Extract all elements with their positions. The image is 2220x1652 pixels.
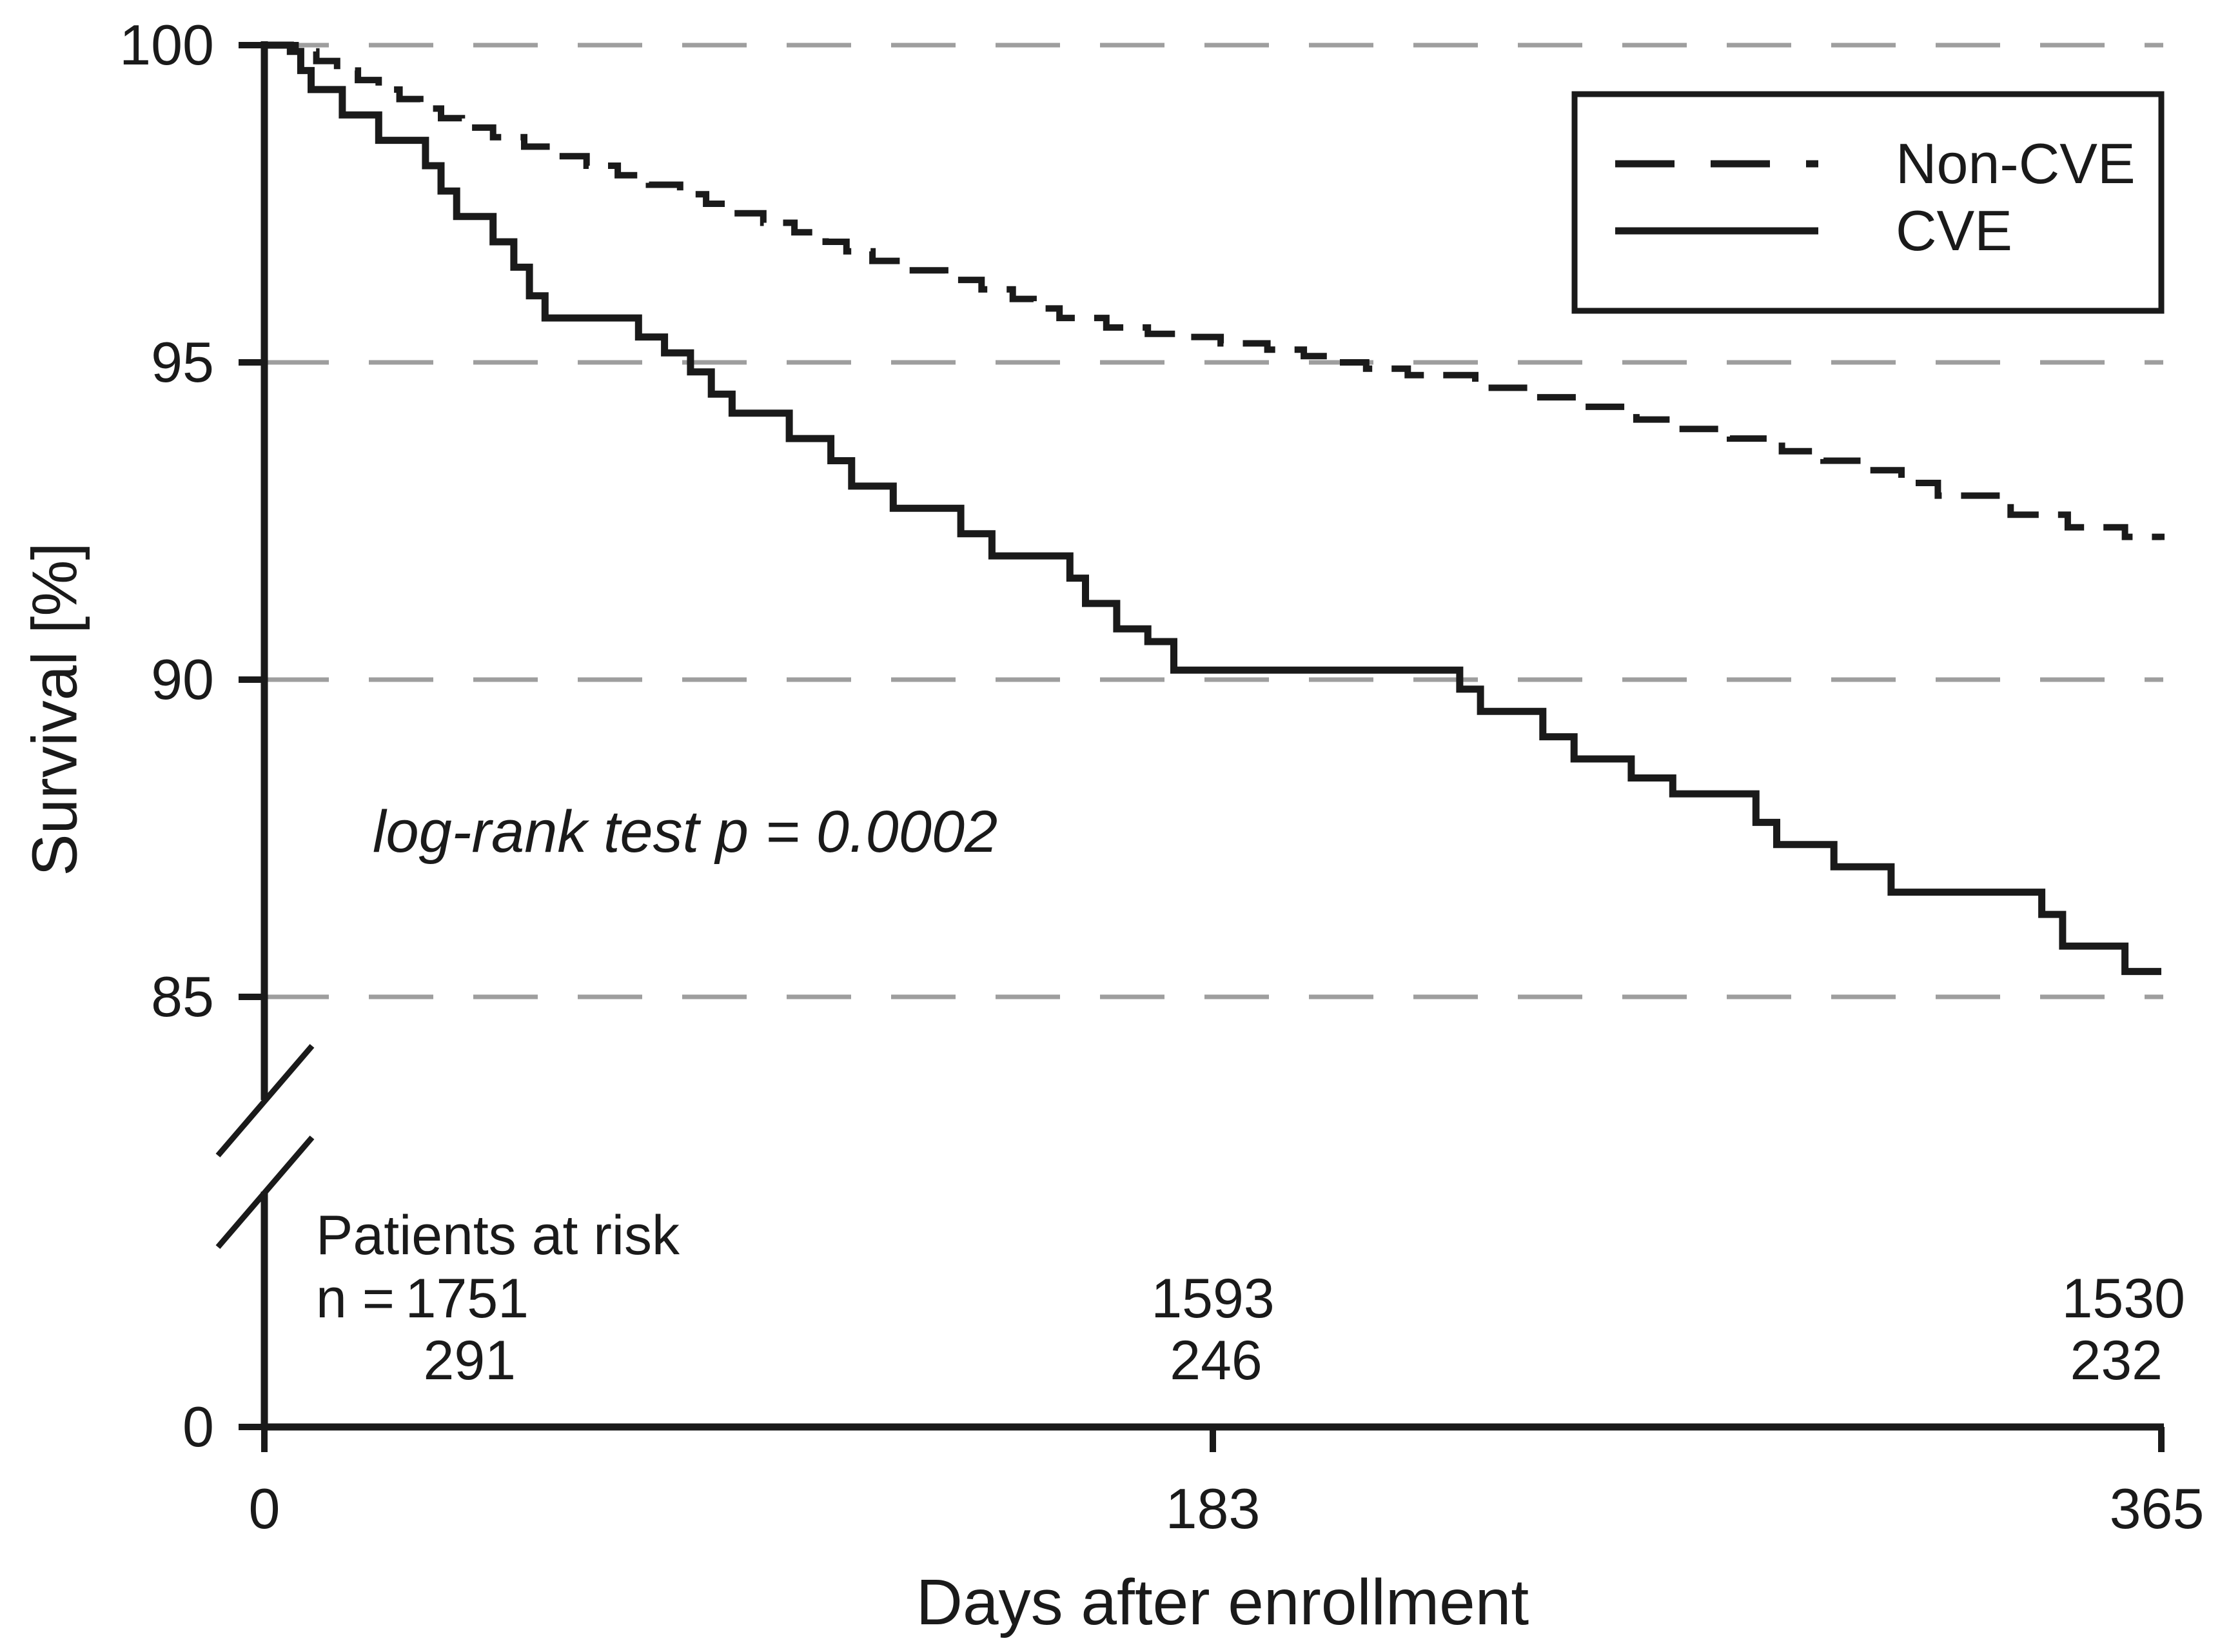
risk-count-cve-day365: 232 [2070, 1330, 2163, 1391]
x-axis-tick-label-0: 0 [248, 1477, 280, 1540]
risk-table-prefix: n = [316, 1268, 395, 1330]
y-axis-tick-label-0: 0 [182, 1395, 214, 1459]
x-axis-title: Days after enrollment [916, 1566, 1529, 1638]
y-axis-break [215, 1044, 315, 1249]
legend-label-cve: CVE [1896, 199, 2012, 262]
curve-cve [264, 41, 2161, 976]
risk-count-noncve-day365: 1530 [2061, 1268, 2185, 1330]
curve-noncve [264, 42, 2165, 540]
x-axis-tick-label-183: 183 [1165, 1477, 1261, 1540]
y-axis-tick-label-100: 100 [119, 13, 214, 77]
x-axis-ticks [261, 1427, 2165, 1452]
y-axis-tick-label-95: 95 [151, 330, 214, 394]
y-axis-ticks [239, 42, 265, 1430]
axis-break-slash-upper [215, 1044, 315, 1157]
risk-count-cve-day183: 246 [1170, 1330, 1262, 1391]
legend-box [1571, 91, 2165, 314]
gridlines [264, 43, 2163, 999]
risk-count-noncve-day183: 1593 [1151, 1268, 1275, 1330]
risk-table-title: Patients at risk [316, 1205, 680, 1266]
log-rank-annotation: log-rank test p = 0.0002 [373, 799, 998, 865]
x-axis-tick-label-365: 365 [2109, 1477, 2205, 1540]
legend [1571, 91, 2165, 314]
axis-break-slash-lower [215, 1136, 315, 1249]
risk-count-noncve-day0: 1751 [405, 1268, 529, 1330]
y-axis-title: Survival [%] [19, 542, 90, 876]
legend-label-noncve: Non-CVE [1896, 132, 2136, 195]
risk-count-cve-day0: 291 [423, 1330, 516, 1391]
y-axis-tick-label-90: 90 [151, 647, 214, 711]
y-axis-tick-label-85: 85 [151, 965, 214, 1028]
